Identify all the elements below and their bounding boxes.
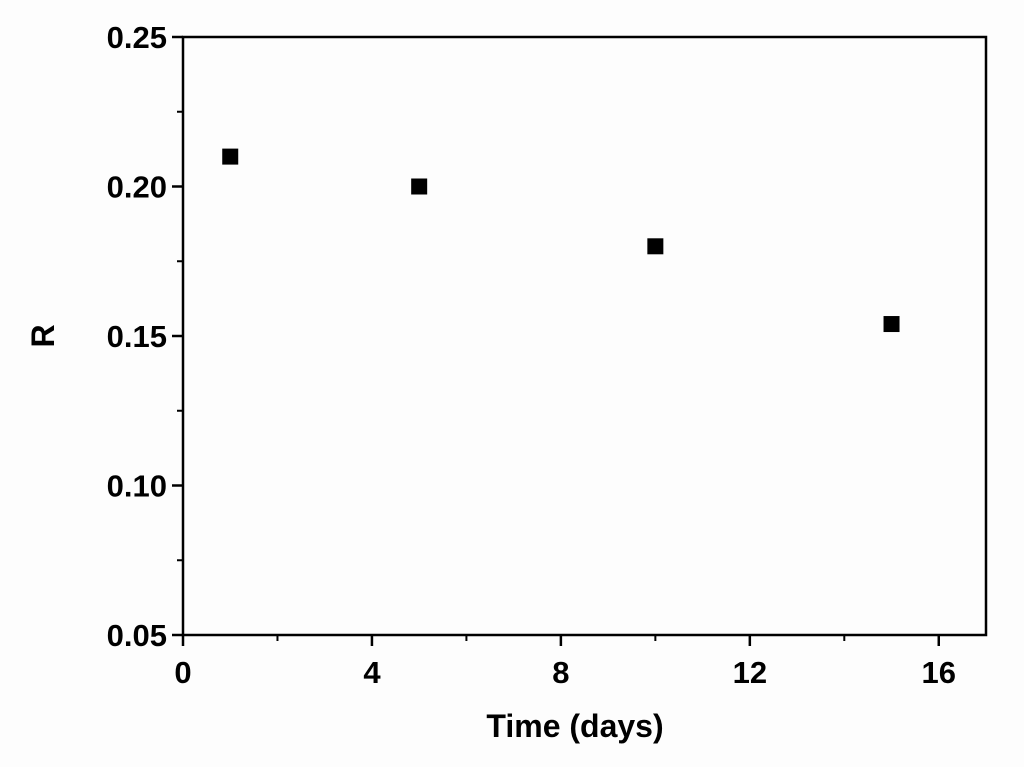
plot-area [181,35,988,637]
y-tick-label: 0.15 [107,319,167,354]
y-axis-title: R [25,324,61,347]
y-tick-label: 0.20 [107,170,167,205]
y-tick-label: 0.05 [107,618,167,653]
data-point [647,238,664,255]
x-tick-label: 4 [363,655,381,690]
x-axis-title: Time (days) [486,708,663,744]
x-tick-label: 0 [174,655,191,690]
x-axis-tick-labels: 0 4 8 12 16 [174,655,956,690]
data-point [411,178,428,195]
data-point [883,316,900,333]
x-tick-label: 16 [922,655,956,690]
x-tick-label: 8 [552,655,569,690]
x-tick-label: 12 [733,655,767,690]
y-tick-label: 0.25 [107,20,167,55]
y-tick-label: 0.10 [107,469,167,504]
data-point [222,148,239,165]
y-axis-ticks [172,35,183,637]
y-axis-tick-labels: 0.05 0.10 0.15 0.20 0.25 [107,20,167,653]
data-points [222,148,900,333]
x-axis-ticks [181,635,941,646]
